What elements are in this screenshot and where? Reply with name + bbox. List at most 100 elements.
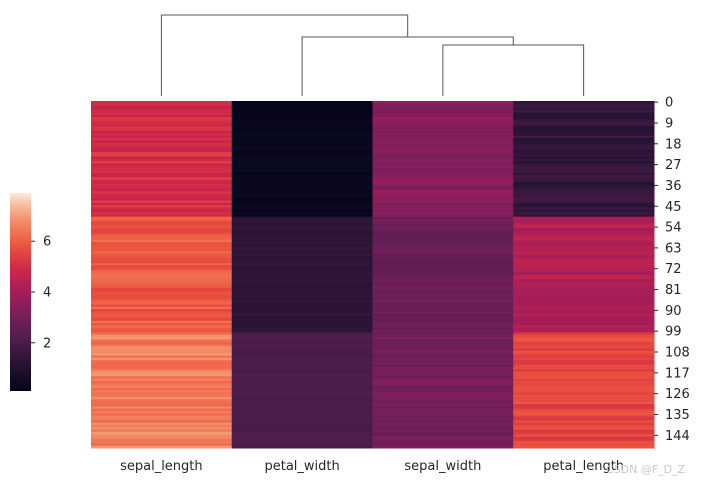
heatmap-cell <box>231 355 373 359</box>
heatmap-cell <box>513 198 655 201</box>
heatmap-cell <box>513 401 655 405</box>
heatmap-cell <box>513 260 655 264</box>
heatmap-cell <box>372 293 514 296</box>
heatmap-cell <box>372 221 514 225</box>
heatmap-cell <box>91 149 233 153</box>
heatmap-cell <box>231 332 373 336</box>
heatmap-cell <box>372 142 514 146</box>
heatmap-cell <box>372 415 514 419</box>
heatmap-cell <box>91 367 233 370</box>
heatmap-cell <box>513 404 655 407</box>
heatmap-cell <box>91 128 233 132</box>
heatmap-cell <box>231 330 373 333</box>
heatmap-cell <box>91 121 233 125</box>
heatmap-cell <box>91 260 233 264</box>
heatmap-cell <box>231 427 373 430</box>
heatmap-cell <box>231 348 373 352</box>
heatmap-cell <box>513 392 655 396</box>
heatmap-cell <box>91 154 233 158</box>
heatmap-cell <box>513 360 655 363</box>
heatmap-cell <box>513 293 655 296</box>
heatmap-cell <box>231 274 373 278</box>
heatmap-cell <box>513 265 655 269</box>
heatmap-cell <box>231 339 373 343</box>
dendrogram-link <box>301 36 514 96</box>
heatmap-cell <box>513 144 655 148</box>
heatmap-cell <box>513 436 655 440</box>
heatmap-cell <box>513 397 655 400</box>
heatmap-cell <box>91 207 233 211</box>
dendrogram-link <box>160 14 409 96</box>
heatmap-cell <box>513 119 655 123</box>
heatmap-cell <box>513 158 655 162</box>
heatmap-cell <box>513 422 655 426</box>
heatmap-cell <box>231 290 373 294</box>
heatmap-cell <box>231 293 373 296</box>
heatmap-cell <box>513 427 655 430</box>
heatmap-cell <box>231 422 373 426</box>
heatmap-cell <box>231 126 373 130</box>
heatmap-cell <box>91 341 233 345</box>
heatmap-cell <box>231 367 373 370</box>
heatmap-cell <box>91 165 233 169</box>
heatmap-cell <box>91 323 233 326</box>
heatmap-cell <box>372 397 514 400</box>
heatmap-cell <box>231 251 373 255</box>
heatmap-cell <box>231 306 373 310</box>
heatmap-cell <box>513 124 655 127</box>
heatmap-cell <box>231 237 373 241</box>
heatmap-cell <box>91 267 233 271</box>
heatmap-cell <box>513 156 655 160</box>
heatmap-cell <box>513 288 655 292</box>
heatmap-cell <box>231 188 373 192</box>
heatmap-cell <box>513 161 655 164</box>
heatmap-cell <box>513 434 655 437</box>
heatmap-cell <box>91 225 233 229</box>
heatmap-cell <box>231 309 373 313</box>
heatmap-cell <box>91 286 233 289</box>
heatmap-cell <box>372 332 514 336</box>
heatmap-cell <box>231 371 373 375</box>
heatmap-cell <box>513 101 655 104</box>
heatmap-cell <box>513 223 655 227</box>
heatmap-cell <box>372 406 514 410</box>
heatmap-cell <box>91 378 233 382</box>
heatmap-cell <box>513 114 655 118</box>
heatmap-cell <box>513 299 655 303</box>
heatmap-cell <box>513 249 655 252</box>
heatmap-cell <box>513 413 655 417</box>
heatmap-cell <box>231 364 373 368</box>
heatmap-cell <box>231 103 373 107</box>
heatmap-cell <box>231 151 373 155</box>
heatmap-cell <box>513 367 655 370</box>
heatmap-cell <box>91 249 233 252</box>
heatmap-cell <box>91 283 233 287</box>
heatmap-cell <box>231 244 373 248</box>
heatmap-cell <box>91 198 233 201</box>
heatmap-cell <box>372 237 514 241</box>
heatmap-cell <box>231 124 373 127</box>
row-tick-label: 0 <box>665 96 673 111</box>
heatmap-cell <box>372 318 514 322</box>
heatmap-cell <box>91 274 233 278</box>
heatmap-cell <box>513 128 655 132</box>
heatmap-cell <box>231 228 373 232</box>
heatmap-cell <box>91 142 233 146</box>
heatmap-cell <box>372 216 514 220</box>
heatmap-cell <box>231 131 373 134</box>
heatmap-cell <box>513 330 655 333</box>
heatmap-cell <box>231 397 373 400</box>
heatmap-cell <box>513 239 655 243</box>
heatmap-cell <box>372 184 514 188</box>
heatmap-cell <box>231 246 373 250</box>
colorbar: 2 4 6 <box>10 193 51 391</box>
column-label: petal_length <box>543 459 624 474</box>
heatmap-cell <box>372 140 514 144</box>
heatmap-cell <box>372 434 514 437</box>
heatmap-cell <box>513 441 655 444</box>
heatmap-cell <box>372 286 514 289</box>
heatmap-cell <box>372 369 514 373</box>
heatmap-cell <box>231 323 373 326</box>
heatmap-cell <box>91 346 233 350</box>
heatmap-cell <box>231 415 373 419</box>
